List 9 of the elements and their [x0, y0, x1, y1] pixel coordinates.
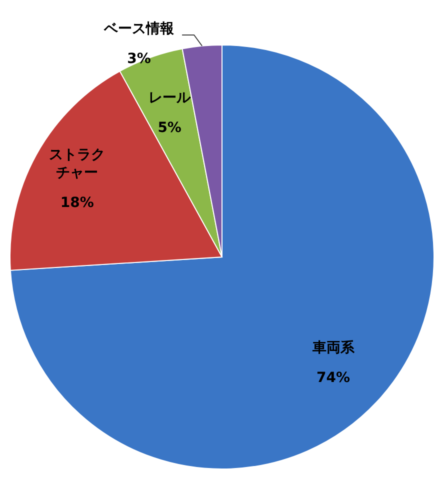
- slice-label: ストラクチャー: [49, 146, 106, 181]
- slice-label: レール: [148, 90, 192, 106]
- data-label: 5%: [158, 120, 182, 136]
- slice-label: 車両系: [311, 340, 356, 356]
- pie-slice: [10, 44, 434, 470]
- data-label: 74%: [316, 370, 350, 386]
- data-label: 18%: [60, 194, 94, 211]
- slice-label: ベース情報: [103, 21, 176, 37]
- data-label: 3%: [127, 51, 151, 67]
